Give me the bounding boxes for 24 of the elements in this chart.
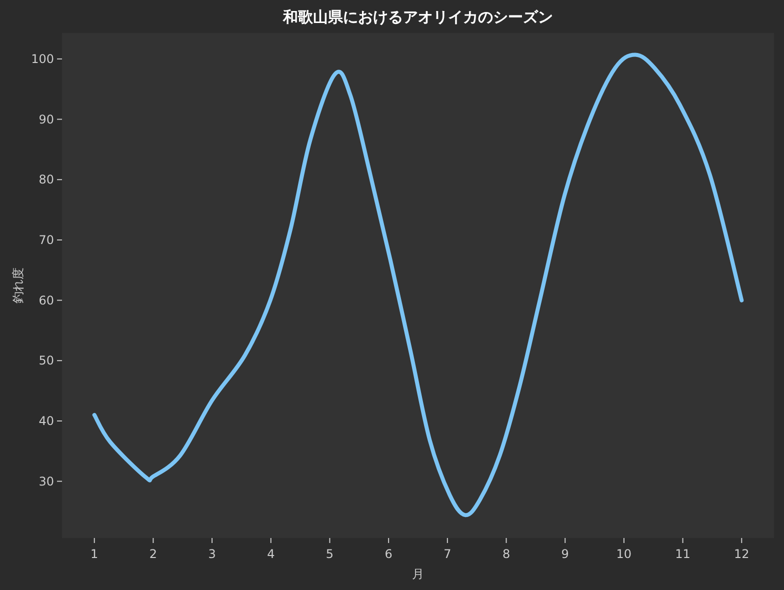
x-tick-label: 7 — [444, 547, 452, 561]
y-tick-label: 90 — [38, 112, 54, 126]
x-tick-label: 9 — [561, 547, 569, 561]
y-tick-label: 40 — [38, 414, 54, 428]
y-tick-label: 60 — [38, 293, 54, 308]
x-tick-label: 4 — [267, 547, 275, 561]
x-tick-label: 11 — [675, 547, 690, 561]
x-tick-label: 8 — [502, 547, 510, 561]
line-series — [92, 52, 744, 518]
x-tick-label: 5 — [326, 547, 334, 561]
x-tick-label: 6 — [384, 547, 392, 561]
x-tick-label: 10 — [616, 547, 632, 561]
y-tick-label: 80 — [38, 172, 54, 187]
x-tick-label: 2 — [149, 547, 158, 561]
x-tick-label: 3 — [208, 547, 216, 561]
x-axis-title: 月 — [412, 567, 424, 581]
y-tick-label: 70 — [38, 232, 54, 247]
x-tick-label: 1 — [90, 547, 98, 561]
y-tick-label: 100 — [31, 52, 54, 66]
y-tick-label: 30 — [38, 474, 54, 488]
y-tick-label: 50 — [38, 354, 54, 368]
x-tick-label: 12 — [734, 547, 750, 561]
chart-title: 和歌山県におけるアオリイカのシーズン — [282, 8, 553, 26]
y-axis-title: 釣れ度 — [11, 268, 25, 304]
